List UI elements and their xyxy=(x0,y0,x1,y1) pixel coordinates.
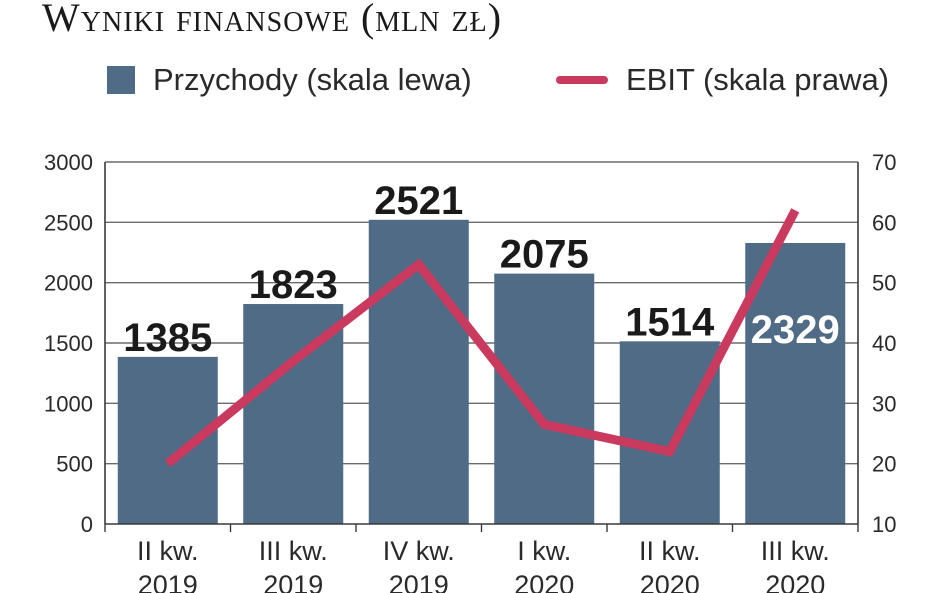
y-left-tick-label: 0 xyxy=(81,512,93,537)
legend-label-ebit: EBIT (skala prawa) xyxy=(626,62,890,97)
bar xyxy=(494,273,595,524)
y-right-tick-label: 10 xyxy=(872,512,896,537)
x-category-label: 2020 xyxy=(640,570,700,593)
bar-value-label: 1823 xyxy=(249,263,338,307)
bar-value-label: 1385 xyxy=(123,316,212,360)
bar-value-label: 2075 xyxy=(500,233,589,277)
y-right-tick-label: 40 xyxy=(872,331,896,356)
ebit-line xyxy=(164,208,800,468)
x-category-label: 2019 xyxy=(263,570,323,593)
x-category-label: 2019 xyxy=(138,570,198,593)
bar-value-label: 1514 xyxy=(625,300,715,344)
y-right-tick-label: 70 xyxy=(872,150,896,175)
y-right-tick-label: 30 xyxy=(872,391,896,416)
y-left-tick-label: 2500 xyxy=(44,210,93,235)
y-right-tick-label: 60 xyxy=(872,210,896,235)
x-category-label: 2020 xyxy=(514,570,574,593)
legend-swatch-bar xyxy=(107,66,135,94)
x-category-label: III kw. xyxy=(761,536,830,566)
legend-label-revenue: Przychody (skala lewa) xyxy=(153,62,472,97)
legend-item-ebit: EBIT (skala prawa) xyxy=(556,62,889,98)
bar-value-label: 2329 xyxy=(751,308,840,352)
x-category-label: II kw. xyxy=(137,536,199,566)
x-category-label: IV kw. xyxy=(383,536,455,566)
legend-swatch-line xyxy=(556,76,608,84)
y-right-tick-label: 20 xyxy=(872,452,896,477)
chart-title: Wyniki finansowe (mln zł) xyxy=(42,0,503,40)
y-right-tick-label: 50 xyxy=(872,271,896,296)
y-left-tick-label: 1500 xyxy=(44,331,93,356)
x-category-label: 2019 xyxy=(389,570,449,593)
x-category-label: 2020 xyxy=(765,570,825,593)
legend: Przychody (skala lewa) EBIT (skala prawa… xyxy=(0,62,948,108)
bar xyxy=(745,242,846,524)
legend-item-revenue: Przychody (skala lewa) xyxy=(107,62,472,98)
x-category-label: II kw. xyxy=(639,536,701,566)
x-category-label: I kw. xyxy=(517,536,571,566)
bar xyxy=(619,341,720,524)
y-left-tick-label: 1000 xyxy=(44,391,93,416)
y-left-tick-label: 2000 xyxy=(44,271,93,296)
x-category-label: III kw. xyxy=(259,536,328,566)
y-left-tick-label: 500 xyxy=(56,452,93,477)
y-left-tick-label: 3000 xyxy=(44,150,93,175)
bar-value-label: 2521 xyxy=(374,179,463,223)
